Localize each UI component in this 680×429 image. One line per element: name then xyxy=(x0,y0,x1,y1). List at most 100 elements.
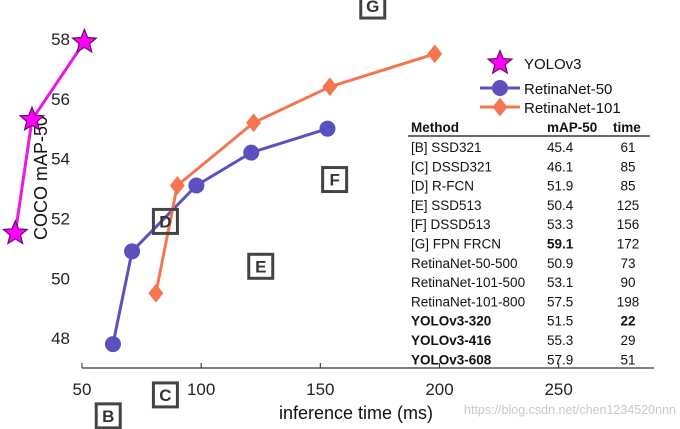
table-row: RetinaNet-101-500 53.1 90 xyxy=(411,275,636,290)
legend-item-yolov3: YOLOv3 xyxy=(486,48,582,75)
x-tick-label: 50 xyxy=(73,380,92,399)
series-layer xyxy=(1,27,443,353)
annotation-label: D xyxy=(159,212,171,231)
data-point xyxy=(319,120,336,137)
annotation-box xyxy=(247,252,275,280)
legend-label: YOLOv3 xyxy=(524,56,582,73)
annotation-box xyxy=(321,166,349,194)
table-cell-time: 198 xyxy=(617,294,640,309)
table-cell-map: 51.5 xyxy=(547,314,573,329)
legend-label: RetinaNet-101 xyxy=(524,100,621,117)
data-point xyxy=(148,283,164,303)
table-row: [C] DSSD321 46.1 85 xyxy=(411,159,636,174)
legend-item-retinanet-101: RetinaNet-101 xyxy=(480,97,621,117)
axes: 50 100 150 200 250 48 50 52 54 56 58 inference time… xyxy=(31,30,654,423)
table-cell-map: 55.3 xyxy=(547,333,573,348)
legend-marker xyxy=(492,97,508,117)
x-tick-label: 100 xyxy=(187,380,215,399)
table-cell-map: 50.9 xyxy=(547,256,573,271)
y-tick-label: 54 xyxy=(51,150,70,169)
annotation-label: F xyxy=(329,171,339,190)
annotation-label: B xyxy=(102,407,114,426)
table-row: YOLOv3-320 51.5 22 xyxy=(411,314,636,329)
annotation-label: E xyxy=(255,257,266,276)
table-cell-method: [C] DSSD321 xyxy=(411,159,492,174)
annotation-b: B xyxy=(94,402,122,429)
table-row: [D] R-FCN 51.9 85 xyxy=(411,179,636,194)
x-axis-title: inference time (ms) xyxy=(279,403,433,423)
annotation-g: G xyxy=(359,0,387,20)
data-point xyxy=(18,105,46,132)
table-cell-map: 45.4 xyxy=(547,140,574,155)
data-point xyxy=(70,27,98,54)
annotation-d: D xyxy=(151,207,179,235)
table-cell-method: [G] FPN FRCN xyxy=(411,237,501,252)
table-cell-method: [B] SSD321 xyxy=(411,140,482,155)
table-row: RetinaNet-50-500 50.9 73 xyxy=(411,256,636,271)
table-cell-map: 53.1 xyxy=(547,275,573,290)
x-tick-label: 250 xyxy=(544,380,572,399)
legend-marker xyxy=(486,48,514,75)
table-cell-method: RetinaNet-101-800 xyxy=(411,294,525,309)
table-cell-map: 50.4 xyxy=(547,198,574,213)
table-cell-time: 29 xyxy=(620,333,635,348)
y-axis-title: COCO mAP-50 xyxy=(31,116,51,240)
table-row: [F] DSSD513 53.3 156 xyxy=(411,217,639,232)
table-cell-time: 51 xyxy=(620,352,635,367)
table-header: Method mAP-50 time xyxy=(408,120,650,137)
table-cell-method: YOLOv3-416 xyxy=(411,333,492,348)
y-tick-label: 58 xyxy=(51,30,70,49)
table-cell-method: YOLOv3-608 xyxy=(411,352,492,367)
data-point xyxy=(322,77,338,97)
table-cell-map: 53.3 xyxy=(547,217,573,232)
data-point xyxy=(246,113,262,133)
table-row: YOLOv3-416 55.3 29 xyxy=(411,333,636,348)
data-point xyxy=(124,243,141,260)
table-cell-map: 59.1 xyxy=(547,237,574,252)
watermark: https://blog.csdn.net/chen1234520nnn xyxy=(464,403,676,417)
annotation-label: C xyxy=(159,386,171,405)
annotation-e: E xyxy=(247,252,275,280)
y-tick-label: 56 xyxy=(51,90,70,109)
legend: YOLOv3 RetinaNet-50 RetinaNet-101 xyxy=(480,48,621,117)
data-point xyxy=(243,144,260,161)
series-retinanet-50 xyxy=(104,120,336,353)
table-cell-map: 57.5 xyxy=(547,294,573,309)
table-cell-method: [E] SSD513 xyxy=(411,198,482,213)
series-yolov3 xyxy=(1,27,98,245)
series-retinanet-101 xyxy=(148,44,443,303)
legend-marker xyxy=(492,80,508,96)
table-cell-time: 125 xyxy=(617,198,640,213)
y-tick-label: 48 xyxy=(51,329,70,348)
table-cell-time: 85 xyxy=(620,179,635,194)
legend-item-retinanet-50: RetinaNet-50 xyxy=(480,80,612,98)
data-point xyxy=(188,177,205,194)
y-tick-label: 52 xyxy=(51,209,70,228)
legend-label: RetinaNet-50 xyxy=(524,81,612,98)
table-cell-time: 73 xyxy=(620,256,635,271)
data-point xyxy=(104,336,121,353)
x-tick-label: 200 xyxy=(425,380,453,399)
table-cell-method: [F] DSSD513 xyxy=(411,217,491,232)
annotation-f: F xyxy=(321,166,349,194)
data-point xyxy=(169,176,185,195)
table-cell-map: 51.9 xyxy=(547,179,573,194)
table-row: [G] FPN FRCN 59.1 172 xyxy=(411,237,639,252)
annotation-label: G xyxy=(366,0,379,16)
table-row: YOLOv3-608 57.9 51 xyxy=(411,352,636,367)
table-header-map: mAP-50 xyxy=(547,120,597,135)
table-cell-map: 46.1 xyxy=(547,159,573,174)
table-row: RetinaNet-101-800 57.5 198 xyxy=(411,294,639,309)
x-tick-label: 150 xyxy=(306,380,334,399)
data-point xyxy=(1,219,29,245)
table-cell-method: YOLOv3-320 xyxy=(411,314,491,329)
annotation-box xyxy=(151,381,179,409)
annotation-box xyxy=(94,402,122,429)
table-cell-time: 61 xyxy=(620,140,635,155)
table-cell-map: 57.9 xyxy=(547,352,573,367)
table-header-time: time xyxy=(613,120,641,135)
annotation-box xyxy=(151,207,179,235)
table-cell-time: 85 xyxy=(620,159,635,174)
table-cell-method: RetinaNet-50-500 xyxy=(411,256,518,271)
